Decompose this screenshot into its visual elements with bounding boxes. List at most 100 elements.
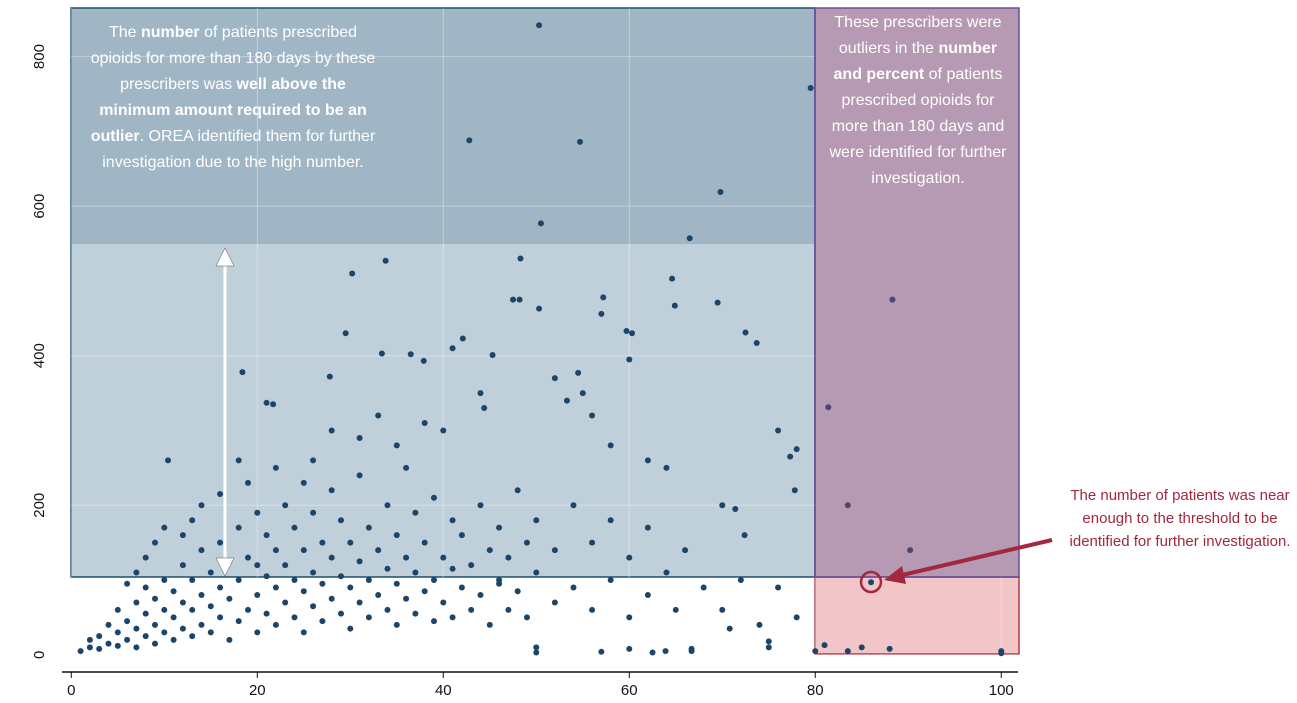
point	[198, 547, 205, 554]
point	[328, 487, 335, 494]
x-tick-label: 40	[435, 682, 452, 699]
point	[319, 580, 326, 587]
point	[607, 577, 614, 584]
point	[598, 310, 605, 317]
annotation-text: number and percent	[833, 40, 998, 83]
point	[649, 649, 656, 656]
point	[142, 584, 149, 591]
point	[563, 397, 570, 404]
y-tick-label: 0	[31, 651, 48, 659]
point	[235, 618, 242, 625]
annotation-right: These prescribers were outliers in the n…	[828, 10, 1008, 192]
annotation-text: . OREA identified them for further inves…	[102, 128, 376, 171]
point	[589, 412, 596, 419]
both-outlier-region	[814, 7, 1020, 578]
point	[579, 390, 586, 397]
point	[105, 621, 112, 628]
point	[151, 640, 158, 647]
point	[551, 547, 558, 554]
point	[244, 606, 251, 613]
point	[217, 614, 224, 621]
point	[207, 629, 214, 636]
point	[365, 614, 372, 621]
point	[393, 532, 400, 539]
point	[226, 595, 233, 602]
point	[791, 487, 798, 494]
point	[310, 457, 317, 464]
point	[189, 606, 196, 613]
annotation-text: The number of patients was near enough t…	[1069, 487, 1291, 550]
point	[598, 648, 605, 655]
point	[142, 554, 149, 561]
point	[486, 621, 493, 628]
point	[589, 539, 596, 546]
point	[382, 257, 389, 264]
point	[347, 539, 354, 546]
point	[458, 532, 465, 539]
point	[421, 588, 428, 595]
point	[326, 373, 333, 380]
point	[440, 427, 447, 434]
point	[272, 547, 279, 554]
point	[459, 335, 466, 342]
point	[263, 610, 270, 617]
point	[244, 554, 251, 561]
point	[626, 614, 633, 621]
point	[254, 591, 261, 598]
point	[179, 532, 186, 539]
point	[217, 539, 224, 546]
point	[440, 599, 447, 606]
point	[291, 524, 298, 531]
point	[533, 569, 540, 576]
point	[726, 625, 733, 632]
point	[449, 517, 456, 524]
point	[384, 565, 391, 572]
point	[477, 591, 484, 598]
point	[576, 138, 583, 145]
point	[235, 577, 242, 584]
point	[812, 648, 819, 655]
point	[161, 524, 168, 531]
point	[662, 648, 669, 655]
point	[282, 562, 289, 569]
annotation-text: well above the minimum amount required t…	[90, 76, 367, 145]
point	[310, 509, 317, 516]
annotation-text: The	[108, 24, 141, 41]
point	[375, 591, 382, 598]
point	[207, 569, 214, 576]
point	[742, 329, 749, 336]
point	[161, 629, 168, 636]
point	[86, 636, 93, 643]
point	[489, 351, 496, 358]
y-tick-label: 400	[31, 343, 48, 368]
point	[356, 558, 363, 565]
point	[263, 573, 270, 580]
point	[161, 577, 168, 584]
point	[124, 580, 131, 587]
point	[551, 375, 558, 382]
point	[403, 595, 410, 602]
point	[412, 610, 419, 617]
point	[151, 621, 158, 628]
point	[235, 524, 242, 531]
point	[468, 606, 475, 613]
point	[254, 629, 261, 636]
point	[133, 644, 140, 651]
y-tick-label: 800	[31, 44, 48, 69]
point	[717, 188, 724, 195]
point	[133, 599, 140, 606]
point	[270, 401, 277, 408]
point	[537, 220, 544, 227]
point	[496, 577, 503, 584]
point	[626, 356, 633, 363]
point	[998, 650, 1005, 657]
point	[551, 599, 558, 606]
point	[342, 330, 349, 337]
point	[430, 577, 437, 584]
point	[114, 606, 121, 613]
point	[868, 579, 875, 586]
point	[466, 137, 473, 144]
annotation-text: number	[140, 24, 200, 41]
point	[629, 330, 636, 337]
point	[719, 502, 726, 509]
